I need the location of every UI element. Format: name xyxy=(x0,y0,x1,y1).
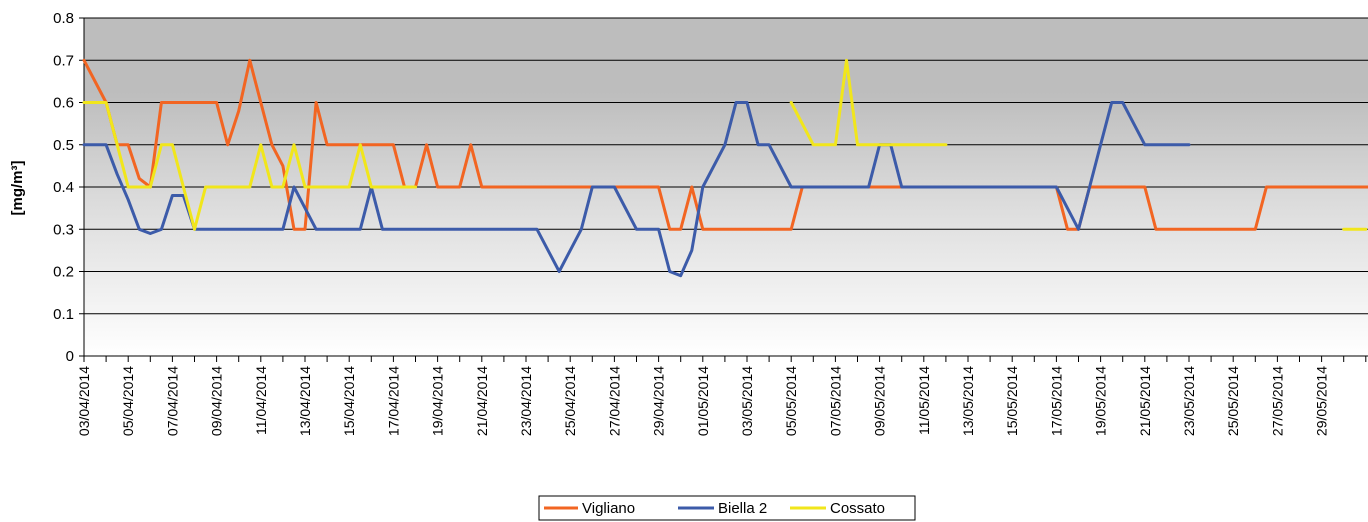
x-tick-label: 01/05/2014 xyxy=(695,366,711,436)
x-tick-label: 19/04/2014 xyxy=(430,366,446,436)
series-line-biella-2 xyxy=(82,101,1191,278)
y-axis-label: [mg/m³] xyxy=(9,161,26,216)
legend-box xyxy=(538,495,916,521)
x-tick-label: 27/05/2014 xyxy=(1269,366,1285,436)
x-tick-label: 13/04/2014 xyxy=(297,366,313,436)
y-tick-label: 0.3 xyxy=(53,221,74,238)
x-tick-label: 11/04/2014 xyxy=(253,366,269,435)
x-tick-label: 03/05/2014 xyxy=(739,366,755,436)
x-tick-label: 15/04/2014 xyxy=(341,366,357,436)
legend-label-vigliano: Vigliano xyxy=(582,500,635,517)
x-tick-label: 17/05/2014 xyxy=(1048,366,1064,436)
series-lines xyxy=(82,58,1368,278)
x-tick-label: 05/04/2014 xyxy=(120,366,136,436)
y-tick-label: 0.4 xyxy=(53,179,74,196)
y-tick-label: 0.5 xyxy=(53,137,74,154)
x-tick-label: 25/04/2014 xyxy=(562,366,578,436)
x-tick-label: 13/05/2014 xyxy=(960,366,976,436)
x-tick-label: 11/05/2014 xyxy=(916,366,932,435)
x-tick-label: 21/05/2014 xyxy=(1137,366,1153,436)
x-tick-label: 09/05/2014 xyxy=(872,366,888,436)
y-tick-label: 0.6 xyxy=(53,95,74,112)
x-tick-label: 27/04/2014 xyxy=(606,366,622,436)
x-tick-label: 17/04/2014 xyxy=(385,366,401,436)
x-tick-label: 03/04/2014 xyxy=(76,366,92,436)
x-tick-label: 09/04/2014 xyxy=(209,366,225,436)
y-axis-ticks: 0 0.1 0.2 0.3 0.4 0.5 0.6 0.7 0.8 xyxy=(53,10,74,365)
legend-label-biella-2: Biella 2 xyxy=(718,500,767,517)
x-tick-label: 23/04/2014 xyxy=(518,366,534,436)
x-tick-label: 25/05/2014 xyxy=(1225,366,1241,436)
legend: Vigliano Biella 2 Cossato xyxy=(538,495,916,521)
y-tick-label: 0.8 xyxy=(53,10,74,27)
x-tick-label: 29/04/2014 xyxy=(651,366,667,436)
x-tick-label: 19/05/2014 xyxy=(1093,366,1109,436)
y-tick-label: 0.2 xyxy=(53,264,74,281)
x-tick-label: 21/04/2014 xyxy=(474,366,490,436)
series-line-vigliano xyxy=(82,58,1368,231)
x-axis-ticks: 03/04/2014 05/04/2014 07/04/2014 09/04/2014… xyxy=(76,366,1330,436)
y-tick-label: 0.7 xyxy=(53,52,74,69)
y-tick-label: 0.1 xyxy=(53,306,74,323)
series-line-cossato xyxy=(82,58,1368,231)
legend-label-cossato: Cossato xyxy=(830,500,885,517)
x-tick-label: 15/05/2014 xyxy=(1004,366,1020,436)
x-tick-label: 05/05/2014 xyxy=(783,366,799,436)
x-tick-label: 07/05/2014 xyxy=(827,366,843,436)
x-tick-label: 07/04/2014 xyxy=(164,366,180,436)
x-tick-label: 23/05/2014 xyxy=(1181,366,1197,436)
y-tick-label: 0 xyxy=(66,348,74,365)
x-tick-label: 29/05/2014 xyxy=(1314,366,1330,436)
